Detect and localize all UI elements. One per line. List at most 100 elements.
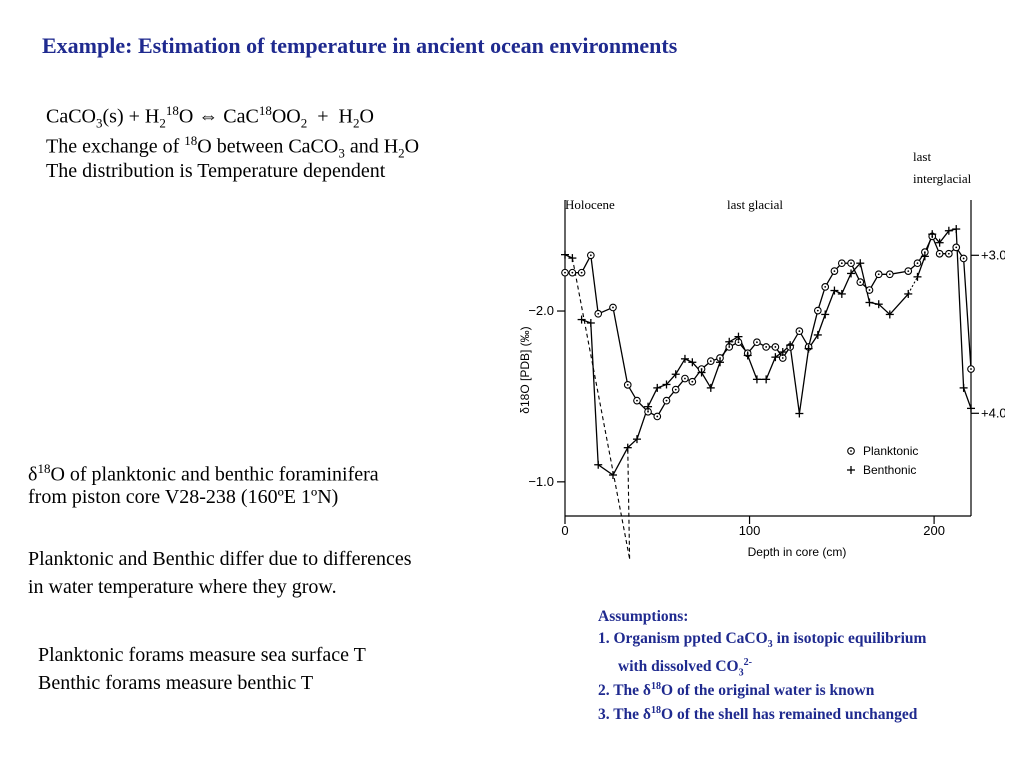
planktonic-point-4 [594,309,603,318]
differ-text-line2: in water temperature where they grow. [28,576,337,598]
chart-axes: 0 100 200 −2.0 −1.0 +3.0 +4.0 [528,247,1005,538]
planktonic-point-28 [821,283,830,291]
differ-text-line1: Planktonic and Benthic differ due to dif… [28,548,412,570]
annotation-holocene: Holocene [565,197,615,212]
benthonic-point-11 [671,370,680,379]
benthonic-point-17 [725,337,734,346]
planktonic-point-37 [913,259,922,268]
benthonic-point-2 [577,315,586,324]
benthonic-point-9 [653,383,662,392]
planktonic-point-43 [959,254,968,263]
assumption-2: 2. The δ18O of the original water is kno… [598,681,875,700]
planktonic-point-13 [688,377,697,386]
planktonic-point-44 [967,365,975,373]
benthonic-point-27 [813,330,822,339]
planktonic-point-1 [568,268,577,277]
annotation-last-glacial: last glacial [727,197,783,212]
assumption-1: 1. Organism ppted CaCO3 in isotopic equi… [598,630,927,651]
exchange-equation: CaCO3(s) + H218O ⇔ CaC18OO2 + H2O [46,103,374,131]
planktonic-point-27 [813,306,822,315]
benthonic-point-37 [913,272,922,281]
benthonic-point-18 [734,332,743,341]
benthonic-point-16 [716,358,725,367]
benthonic-dashed-connector-2 [627,447,631,559]
benthonic-point-3 [586,318,595,327]
right-tick-label-0: +3.0 [981,247,1005,262]
x-tick-label-0: 0 [561,523,568,538]
legend-benthonic-label: Benthonic [863,463,916,477]
planktonic-measure-text: Planktonic forams measure sea surface T [38,644,366,666]
benthonic-point-35 [885,310,894,319]
planktonic-point-20 [753,338,761,347]
planktonic-point-7 [633,396,641,405]
benthonic-point-7 [632,435,641,444]
core-description: δ18O of planktonic and benthic foraminif… [28,461,379,486]
distribution-statement: The distribution is Temperature dependen… [46,160,386,182]
x-axis-label: Depth in core (cm) [748,545,847,559]
benthonic-point-41 [944,226,953,235]
benthonic-point-4 [594,460,603,469]
slide-title: Example: Estimation of temperature in an… [42,33,678,58]
left-tick-label-1: −1.0 [528,474,554,489]
left-tick-label-0: −2.0 [528,303,554,318]
benthonic-point-13 [688,358,697,367]
core-location: from piston core V28-238 (160ºE 1ºN) [28,486,339,508]
planktonic-point-15 [706,357,715,366]
benthonic-point-40 [935,238,944,247]
planktonic-point-34 [874,270,883,279]
planktonic-point-35 [885,270,894,279]
y-axis-label: δ18O [PDB] (‰) [518,326,532,413]
benthonic-point-30 [837,289,846,298]
planktonic-point-0 [561,268,569,277]
planktonic-point-42 [952,243,961,252]
benthonic-point-38 [920,252,929,261]
benthonic-point-42 [952,225,961,234]
benthonic-dotted-connector [907,276,918,295]
benthonic-point-32 [856,259,865,268]
series-markers [561,225,975,480]
benthonic-point-23 [778,348,787,357]
legend-benthonic-icon [847,466,855,474]
benthonic-point-1 [568,254,577,263]
benthonic-point-43 [959,383,968,392]
planktonic-point-29 [830,267,839,275]
benthonic-point-14 [697,368,706,377]
legend-planktonic-label: Planktonic [863,444,918,458]
benthonic-point-12 [680,354,689,363]
planktonic-point-11 [671,385,680,394]
assumption-3: 3. The δ18O of the shell has remained un… [598,705,918,724]
benthonic-point-34 [874,300,883,309]
planktonic-point-2 [577,268,586,277]
benthonic-point-15 [706,383,715,392]
x-tick-label-200: 200 [923,523,945,538]
benthonic-point-8 [644,402,653,411]
planktonic-point-33 [865,286,874,294]
planktonic-point-32 [856,278,865,287]
benthonic-point-22 [771,353,780,362]
benthonic-line [564,228,972,476]
exchange-description: The exchange of 18O between CaCO3 and H2… [46,133,420,161]
benthonic-point-5 [608,471,617,480]
planktonic-line [565,234,972,418]
benthonic-point-24 [786,341,795,350]
x-tick-label-100: 100 [739,523,761,538]
planktonic-point-3 [586,251,595,260]
planktonic-point-41 [945,249,953,258]
benthonic-point-39 [928,230,937,239]
benthonic-point-36 [904,289,913,298]
benthonic-point-19 [743,351,752,360]
benthonic-point-25 [795,409,804,418]
benthonic-point-10 [662,380,671,389]
planktonic-point-31 [847,259,855,268]
planktonic-point-36 [904,267,913,275]
benthonic-dashed-connector-1 [571,257,631,559]
annotation-last: last [913,149,931,164]
benthonic-point-26 [804,344,813,353]
planktonic-point-10 [662,396,671,405]
planktonic-point-12 [681,374,689,383]
connector-lines [571,257,918,559]
assumptions-heading: Assumptions: [598,608,689,625]
chart-legend: Planktonic Benthonic [847,444,918,477]
series-lines [564,228,972,476]
benthonic-point-28 [821,310,830,319]
